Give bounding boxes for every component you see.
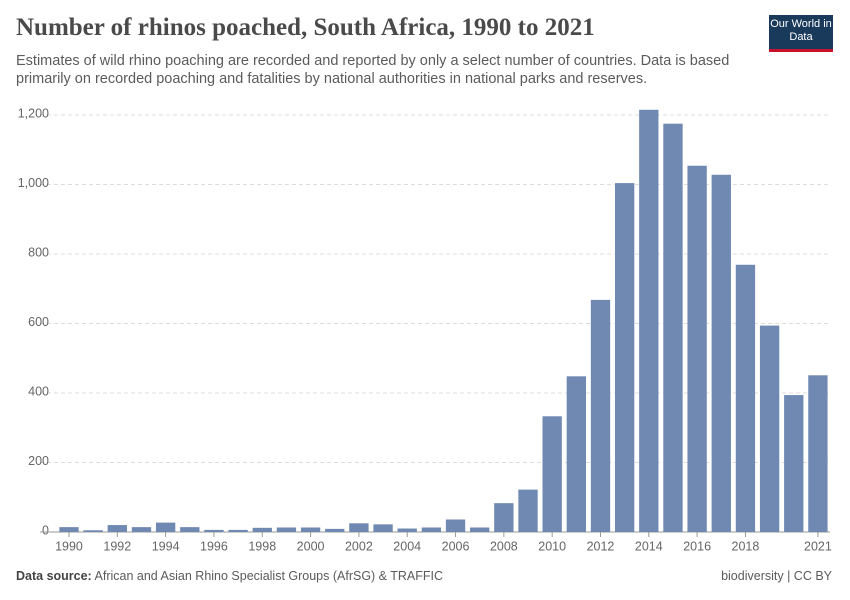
bar (614, 183, 635, 533)
x-tick-label: 2016 (683, 539, 711, 553)
bar (687, 165, 707, 533)
x-tick-label: 2002 (345, 539, 373, 553)
bar (639, 109, 659, 532)
x-tick-label: 2021 (804, 539, 832, 553)
bar (204, 529, 224, 532)
chart-subtitle: Estimates of wild rhino poaching are rec… (16, 53, 730, 87)
footer-source: Data source: African and Asian Rhino Spe… (16, 569, 443, 583)
y-tick-label: 0 (42, 523, 49, 537)
bar (494, 503, 514, 532)
bar (83, 530, 103, 532)
x-tick-label: 1994 (152, 539, 180, 553)
x-tick-label: 1992 (103, 539, 131, 553)
bar (228, 529, 248, 532)
bar (808, 375, 828, 532)
bar (131, 527, 152, 532)
bar (373, 524, 393, 532)
bar (349, 523, 369, 532)
x-tick-label: 2006 (442, 539, 470, 553)
bar (180, 527, 200, 532)
license[interactable]: biodiversity | CC BY (721, 569, 832, 583)
bar (445, 519, 466, 532)
bar (663, 123, 683, 532)
source-label: Data source: (16, 569, 92, 583)
chart-title: Number of rhinos poached, South Africa, … (16, 14, 595, 41)
bar (397, 528, 417, 532)
bar (59, 527, 79, 532)
x-tick-label: 2018 (732, 539, 760, 553)
y-tick-label: 400 (28, 384, 49, 398)
x-tick-label: 1998 (248, 539, 276, 553)
bar (421, 527, 442, 532)
x-tick-label: 1996 (200, 539, 228, 553)
bar (711, 174, 731, 532)
bar (542, 416, 562, 532)
y-tick-label: 600 (28, 315, 49, 329)
bar (325, 528, 345, 532)
logo[interactable]: Our World in Data (769, 15, 833, 52)
bar (252, 527, 272, 532)
bar (566, 376, 586, 532)
bar (276, 527, 297, 532)
x-tick-label: 2000 (297, 539, 325, 553)
bar (518, 489, 538, 532)
y-tick-label: 200 (28, 454, 49, 468)
source: African and Asian Rhino Specialist Group… (94, 569, 444, 583)
bar (155, 522, 176, 532)
bar (590, 299, 611, 532)
y-tick-label: 1,000 (18, 176, 49, 190)
bar (759, 325, 780, 532)
x-tick-label: 2004 (393, 539, 421, 553)
x-tick-label: 2012 (587, 539, 615, 553)
x-tick-label: 2008 (490, 539, 518, 553)
bar (300, 527, 321, 532)
bar (735, 264, 756, 532)
y-tick-label: 1,200 (18, 106, 49, 120)
x-tick-label: 2014 (635, 539, 663, 553)
bar (470, 527, 490, 532)
x-tick-label: 2010 (538, 539, 566, 553)
y-tick-label: 800 (28, 245, 49, 259)
bar (107, 525, 127, 532)
x-tick-label: 1990 (55, 539, 83, 553)
bar (784, 395, 804, 532)
